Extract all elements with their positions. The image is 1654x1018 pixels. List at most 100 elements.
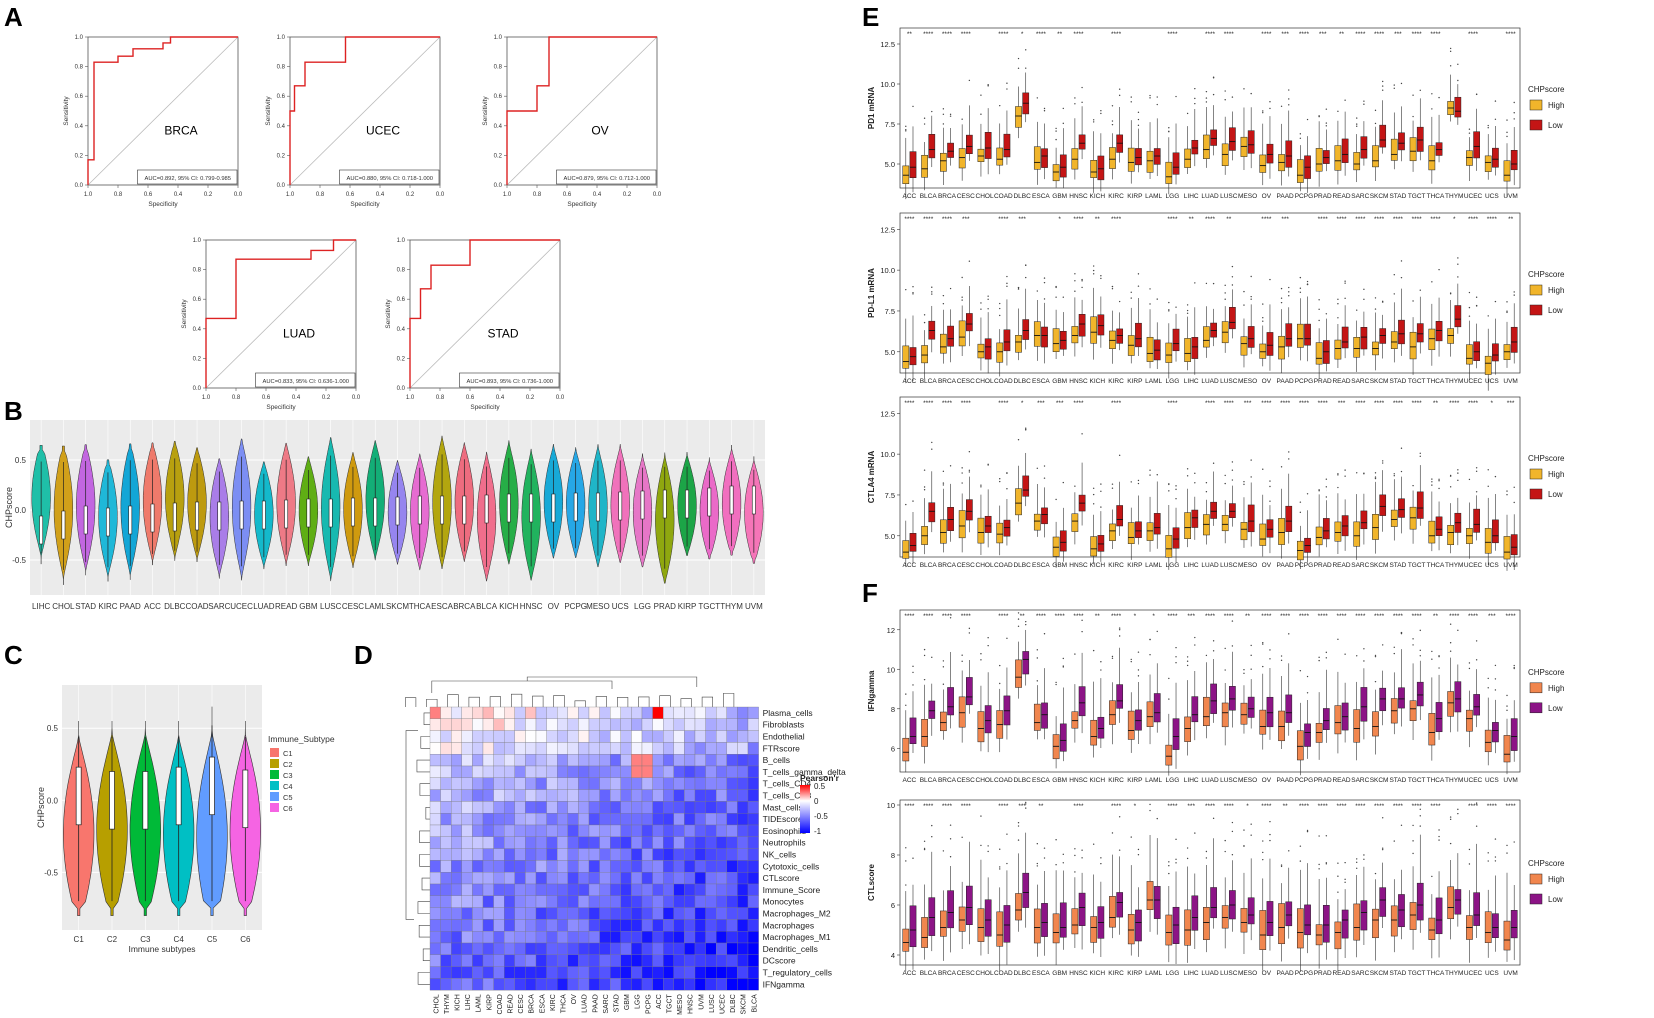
boxplot-significance: **** xyxy=(1318,400,1329,407)
boxplot-box xyxy=(1484,729,1492,753)
boxplot-outlier xyxy=(1081,101,1083,104)
boxplot-significance: * xyxy=(1058,216,1061,223)
heatmap-cell xyxy=(620,919,632,932)
heatmap-cell xyxy=(737,813,749,826)
boxplot-outlier xyxy=(1205,282,1208,285)
heatmap-cell xyxy=(472,860,484,873)
heatmap-cell xyxy=(578,931,590,944)
roc-x-axis-title: Specificity xyxy=(567,201,597,208)
boxplot-x-label: DLBC xyxy=(1013,378,1031,385)
boxplot-significance: **** xyxy=(1167,803,1178,810)
heatmap-cell xyxy=(461,942,473,955)
panel-label-a: A xyxy=(4,2,23,32)
heatmap-cell xyxy=(504,872,515,885)
boxplot-outlier xyxy=(1363,288,1365,291)
heatmap-cell xyxy=(631,931,643,944)
boxplot-box xyxy=(1473,892,1480,926)
heatmap-cell xyxy=(610,730,621,743)
boxplot-box xyxy=(1109,330,1116,349)
heatmap-cell xyxy=(663,942,674,955)
heatmap-cell xyxy=(673,824,685,837)
heatmap-cell xyxy=(557,706,568,719)
heatmap-cell xyxy=(440,931,452,944)
roc-auc-box xyxy=(556,169,657,185)
boxplot-x-label: ACC xyxy=(903,777,917,784)
heatmap-cell xyxy=(663,848,674,861)
boxplot-outlier xyxy=(905,704,907,706)
heatmap-cell xyxy=(747,765,759,778)
boxplot-y-tick-label: 4 xyxy=(891,951,895,960)
heatmap-col-label: READ xyxy=(508,994,515,1013)
boxplot-box xyxy=(1247,326,1255,348)
boxplot-outlier xyxy=(1062,296,1064,298)
boxplot-outlier xyxy=(1118,849,1121,851)
roc-y-tick-label: 0.4 xyxy=(494,124,503,130)
heatmap-cell xyxy=(726,824,738,837)
boxplot-box xyxy=(1109,896,1116,928)
heatmap-cell xyxy=(663,789,674,802)
heatmap-cell xyxy=(716,907,727,920)
heatmap-cell xyxy=(472,801,484,814)
roc-curve xyxy=(289,36,440,185)
roc-auc-text: AUC=0.892, 95% CI: 0.799-0.985 xyxy=(144,176,231,182)
boxplot-outlier xyxy=(1494,300,1497,303)
boxplot-outlier xyxy=(1231,284,1234,286)
boxplot-x-label: UCS xyxy=(1485,378,1499,385)
heatmap-legend-bar xyxy=(800,785,810,833)
boxplot-box xyxy=(1503,920,1511,951)
boxplot-outlier xyxy=(1288,451,1290,453)
boxplot-box xyxy=(1304,723,1311,747)
boxplot-outlier xyxy=(1100,275,1102,277)
heatmap-cell xyxy=(472,836,484,849)
heatmap-cell xyxy=(631,860,643,873)
boxplot-box xyxy=(1416,681,1424,707)
heatmap-cell xyxy=(557,730,568,743)
heatmap-col-label: PAAD xyxy=(592,994,599,1013)
boxplot-box xyxy=(940,333,947,354)
heatmap-cell xyxy=(535,919,547,932)
heatmap-cell xyxy=(673,789,685,802)
heatmap-col-label: LGG xyxy=(635,994,642,1009)
heatmap-cell xyxy=(726,966,738,979)
boxplot-outlier xyxy=(1419,89,1421,92)
boxplot-box xyxy=(1398,498,1405,518)
boxplot-significance: **** xyxy=(1299,613,1310,620)
boxplot-outlier xyxy=(1137,479,1140,482)
boxplot-outlier xyxy=(1100,669,1102,671)
boxplot-outlier xyxy=(961,836,963,838)
boxplot-outlier xyxy=(1186,312,1189,314)
heatmap-cell xyxy=(429,883,441,896)
violin-b-x-label: LUAD xyxy=(253,602,275,611)
heatmap-cell xyxy=(652,813,664,826)
heatmap-cell xyxy=(493,954,505,967)
heatmap-cell xyxy=(472,978,484,991)
boxplot-box xyxy=(1071,513,1079,532)
heatmap-cell xyxy=(599,789,611,802)
heatmap-cell xyxy=(493,848,505,861)
violin-b-x-label: CESC xyxy=(342,602,364,611)
boxplot-x-label: THYM xyxy=(1445,562,1463,569)
heatmap-cell xyxy=(567,706,579,719)
boxplot-box xyxy=(1304,904,1311,936)
boxplot-outlier xyxy=(1306,675,1309,678)
boxplot-outlier xyxy=(1280,864,1283,866)
heatmap-cell xyxy=(726,860,738,873)
heatmap-cell xyxy=(737,966,749,979)
roc-x-tick-label: 0.2 xyxy=(204,192,213,198)
boxplot-box xyxy=(1078,686,1086,717)
roc-x-tick-label: 0.6 xyxy=(262,395,271,401)
boxplot-outlier xyxy=(1318,659,1320,662)
boxplot-outlier xyxy=(1118,629,1121,631)
boxplot-box xyxy=(958,148,966,169)
boxplot-outlier xyxy=(1100,483,1102,485)
boxplot-significance: *** xyxy=(1187,613,1195,620)
boxplot-outlier xyxy=(1337,474,1339,476)
heatmap-cell xyxy=(451,824,462,837)
heatmap-cell xyxy=(461,919,473,932)
boxplot-significance: **** xyxy=(1355,216,1366,223)
violin-c-x-label: C6 xyxy=(240,935,251,944)
boxplot-box xyxy=(947,325,954,347)
boxplot-box xyxy=(1353,709,1361,743)
boxplot-outlier xyxy=(1325,125,1328,127)
boxplot-x-label: CHOL xyxy=(976,970,994,977)
